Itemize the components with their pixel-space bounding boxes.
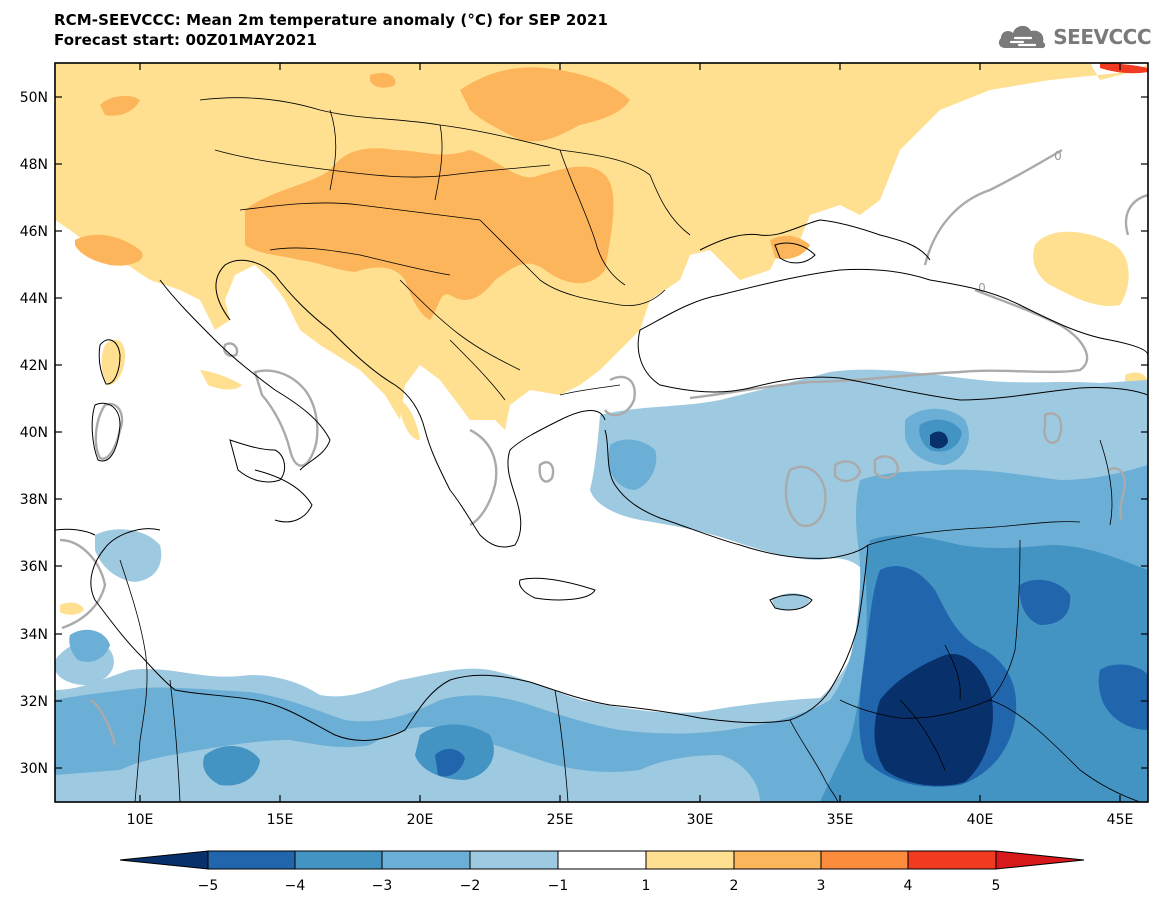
colorbar-bin-2: [294, 850, 383, 870]
lat-tick-32n: 32N: [20, 694, 48, 710]
cold-anomaly-tunisia-light: [95, 529, 162, 582]
lat-tick-50n: 50N: [20, 90, 48, 106]
colorbar-bin-4: [469, 850, 559, 870]
colorbar-label-minus3: −3: [372, 878, 393, 894]
colorbar-label-minus2: −2: [460, 878, 481, 894]
lon-tick-15e: 15E: [267, 812, 294, 828]
zero-contours: [59, 148, 1148, 746]
latitude-axis: 50N 48N 46N 44N 42N 40N 38N 36N 34N 32N …: [20, 90, 1148, 777]
colorbar-bin-9: [907, 850, 997, 870]
colorbar-label-5: 5: [992, 878, 1001, 894]
lat-tick-48n: 48N: [20, 157, 48, 173]
colorbar-bin-8: [820, 850, 909, 870]
title-line-1: RCM-SEEVCCC: Mean 2m temperature anomaly…: [54, 11, 609, 29]
lon-tick-35e: 35E: [827, 812, 854, 828]
colorbar: −5 −4 −3 −2 −1 1 2 3 4 5: [119, 850, 1085, 894]
warm-anomaly-strong-ukraine: [460, 67, 630, 142]
lat-tick-30n: 30N: [20, 761, 48, 777]
country-borders: [119, 97, 1141, 802]
warm-anomaly-tunisia: [60, 602, 84, 615]
warm-anomaly-italy-heel: [200, 370, 242, 390]
warm-anomaly-strong-crimea: [770, 235, 810, 260]
colorbar-label-4: 4: [904, 878, 913, 894]
lat-tick-34n: 34N: [20, 627, 48, 643]
colorbar-label-1: 1: [642, 878, 651, 894]
colorbar-max-triangle: [995, 850, 1085, 870]
warm-anomaly-adriatic-coast: [400, 400, 420, 440]
warm-anomaly-strong-belarus: [370, 73, 396, 88]
contour-label-0-caucasus: 0: [978, 281, 986, 295]
lat-tick-40n: 40N: [20, 425, 48, 441]
logo-text: SEEVCCC: [1053, 25, 1151, 49]
warm-anomaly-strong-italy-north: [75, 234, 143, 266]
coastlines: [55, 219, 1148, 741]
cold-anomaly-central-anatolia: [608, 439, 657, 490]
lat-tick-42n: 42N: [20, 358, 48, 374]
warm-anomaly-strong-pannonia: [245, 148, 614, 320]
title-line-2: Forecast start: 00Z01MAY2021: [54, 31, 317, 49]
colorbar-min-triangle: [119, 850, 209, 870]
lat-tick-44n: 44N: [20, 291, 48, 307]
colorbar-label-2: 2: [730, 878, 739, 894]
cold-anomaly-very-strong-libya: [435, 748, 465, 777]
warm-anomaly-strong-poland: [100, 95, 140, 116]
map-title: RCM-SEEVCCC: Mean 2m temperature anomaly…: [54, 10, 608, 50]
lon-tick-20e: 20E: [407, 812, 434, 828]
lon-tick-25e: 25E: [547, 812, 574, 828]
map-plot-area: 0 0: [55, 63, 1148, 802]
cold-anomaly-libya-west: [69, 629, 110, 662]
colorbar-label-minus1: −1: [548, 878, 569, 894]
lon-tick-45e: 45E: [1107, 812, 1134, 828]
cold-anomaly-very-strong-gulf: [1098, 664, 1148, 730]
warm-anomaly-extreme-ne: [1100, 63, 1148, 74]
cold-anomaly-cyprus: [772, 593, 810, 610]
colorbar-bin-1: [207, 850, 296, 870]
lat-tick-46n: 46N: [20, 224, 48, 240]
lon-tick-30e: 30E: [687, 812, 714, 828]
contour-label-0-north: 0: [1054, 149, 1062, 163]
cold-anomaly-very-strong-iraq: [1019, 579, 1071, 625]
colorbar-bin-3: [381, 850, 471, 870]
colorbar-label-3: 3: [817, 878, 826, 894]
seevccc-logo: SEEVCCC: [997, 22, 1151, 52]
cloud-icon: [999, 25, 1046, 49]
cold-anomaly-extreme: [874, 654, 993, 786]
colorbar-label-minus4: −4: [285, 878, 306, 894]
lon-tick-40e: 40E: [967, 812, 994, 828]
lat-tick-36n: 36N: [20, 559, 48, 575]
longitude-axis: 10E 15E 20E 25E 30E 35E 40E 45E: [127, 63, 1134, 828]
warm-anomaly-south-russia: [1033, 231, 1129, 306]
colorbar-bin-6: [645, 850, 735, 870]
cold-anomaly-extreme-anatolia: [930, 431, 948, 449]
colorbar-bin-7: [733, 850, 822, 870]
lat-tick-38n: 38N: [20, 492, 48, 508]
colorbar-label-minus5: −5: [198, 878, 219, 894]
lon-tick-10e: 10E: [127, 812, 154, 828]
cold-anomaly-strong-egypt: [203, 745, 260, 786]
colorbar-bin-5: [557, 850, 647, 870]
